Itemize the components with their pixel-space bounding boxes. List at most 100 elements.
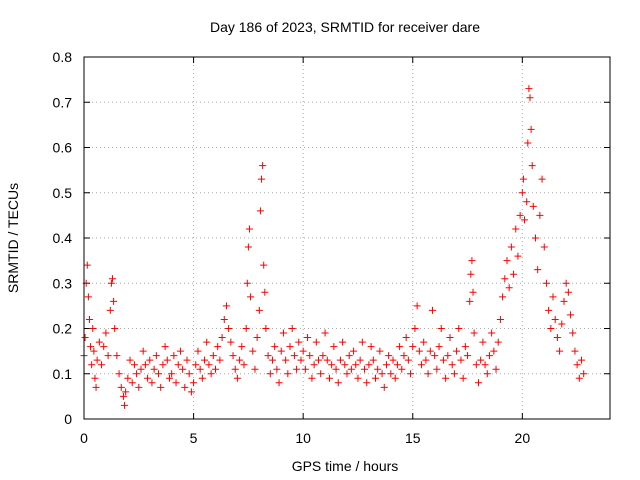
data-point <box>260 261 268 269</box>
data-point <box>83 261 91 269</box>
data-point <box>391 374 399 382</box>
data-point <box>251 365 259 373</box>
data-point <box>163 356 171 364</box>
data-point <box>266 370 274 378</box>
data-point <box>424 370 432 378</box>
data-point <box>84 293 92 301</box>
data-point <box>135 383 143 391</box>
data-point <box>108 275 116 283</box>
data-point <box>369 356 377 364</box>
data-point <box>293 365 301 373</box>
data-point <box>150 365 158 373</box>
data-point <box>253 334 261 342</box>
data-point <box>439 356 447 364</box>
data-point <box>350 347 358 355</box>
data-point <box>310 361 318 369</box>
data-point <box>317 370 325 378</box>
data-point <box>258 175 266 183</box>
data-point <box>387 370 395 378</box>
data-point <box>328 361 336 369</box>
data-point <box>201 356 209 364</box>
data-point <box>470 329 478 337</box>
data-point <box>528 162 536 170</box>
data-point <box>442 374 450 382</box>
y-tick-label: 0.5 <box>53 185 73 201</box>
data-point <box>229 352 237 360</box>
data-point <box>170 352 178 360</box>
data-point <box>93 356 101 364</box>
data-point <box>245 225 253 233</box>
data-point <box>389 356 397 364</box>
data-point <box>448 361 456 369</box>
data-point <box>479 338 487 346</box>
data-point <box>361 365 369 373</box>
data-point <box>330 343 338 351</box>
data-point <box>261 288 269 296</box>
data-point <box>336 356 344 364</box>
data-point <box>262 325 270 332</box>
data-point <box>288 325 296 332</box>
y-tick-label: 0.7 <box>53 94 73 110</box>
data-point <box>507 243 515 251</box>
data-point <box>396 343 404 351</box>
data-point <box>469 288 477 296</box>
data-point <box>573 361 581 369</box>
data-point <box>111 325 119 332</box>
data-point <box>144 374 152 382</box>
data-point <box>400 352 408 360</box>
data-point <box>567 311 575 319</box>
data-point <box>176 347 184 355</box>
data-point <box>290 352 298 360</box>
data-point <box>233 374 241 382</box>
data-point <box>352 361 360 369</box>
data-point <box>88 361 96 369</box>
data-point <box>536 211 544 219</box>
data-point <box>187 388 195 396</box>
data-point <box>569 329 577 337</box>
data-point <box>275 379 283 387</box>
data-point <box>216 356 224 364</box>
y-tick-label: 0.4 <box>53 230 73 246</box>
data-point <box>376 347 384 355</box>
data-point <box>562 279 570 287</box>
data-point <box>444 352 452 360</box>
data-point <box>343 370 351 378</box>
data-point <box>92 383 100 391</box>
data-point <box>152 352 160 360</box>
data-point <box>90 347 98 355</box>
data-point <box>196 365 204 373</box>
x-tick-label: 20 <box>515 430 531 446</box>
data-point <box>404 356 412 364</box>
data-point <box>549 293 557 301</box>
data-point <box>488 329 496 337</box>
data-point <box>514 252 522 260</box>
data-point <box>286 343 294 351</box>
data-point <box>168 370 176 378</box>
data-point <box>282 356 290 364</box>
data-point <box>209 352 217 360</box>
data-point <box>95 338 103 346</box>
data-point <box>453 347 461 355</box>
data-point <box>183 356 191 364</box>
data-point <box>519 175 527 183</box>
data-point <box>365 361 373 369</box>
data-point <box>220 315 228 323</box>
data-point <box>126 356 134 364</box>
data-point <box>477 356 485 364</box>
data-point <box>255 306 263 314</box>
data-point <box>363 379 371 387</box>
data-point <box>98 361 106 369</box>
data-point <box>295 338 303 346</box>
data-point <box>538 175 546 183</box>
data-point <box>578 356 586 364</box>
data-point <box>380 383 388 391</box>
data-point <box>472 361 480 369</box>
data-point <box>510 270 518 278</box>
y-axis-label: SRMTID / TECUs <box>5 183 21 293</box>
data-point <box>481 361 489 369</box>
data-point <box>141 361 149 369</box>
chart-title: Day 186 of 2023, SRMTID for receiver dar… <box>210 19 480 35</box>
data-point <box>212 365 219 373</box>
data-point <box>468 257 476 265</box>
